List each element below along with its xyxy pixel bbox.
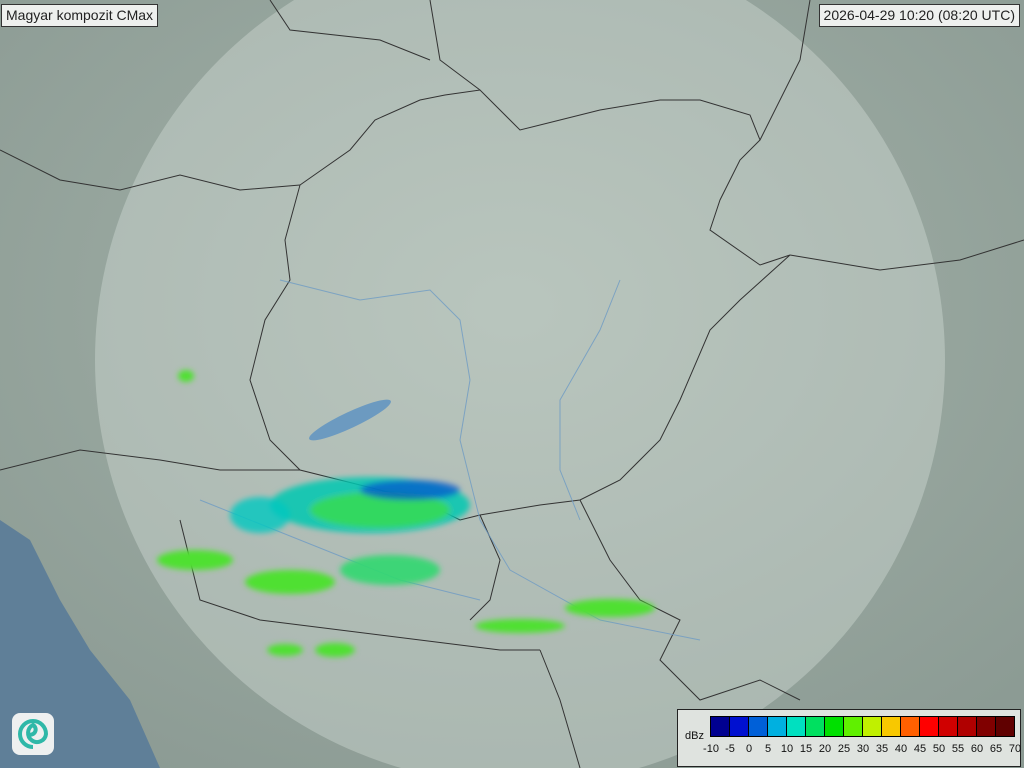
legend-swatch [920,717,939,736]
legend-swatch [711,717,730,736]
legend-tick-label: 55 [951,743,965,755]
legend-swatch [730,717,749,736]
legend-tick-label: 45 [913,743,927,755]
legend-swatch [825,717,844,736]
legend-color-bar [710,716,1015,737]
lake-balaton [309,399,391,441]
legend-tick-label: 30 [856,743,870,755]
legend-swatch [996,717,1014,736]
radar-coverage-area [95,0,945,768]
legend-tick-label: 15 [799,743,813,755]
legend-tick-label: 65 [989,743,1003,755]
legend-swatch [844,717,863,736]
legend-tick-label: 5 [764,743,772,755]
adriatic-sea [0,520,160,768]
legend-swatch [787,717,806,736]
legend-tick-label: 20 [818,743,832,755]
swirl-logo-icon [12,713,54,755]
legend-tick-label: 50 [932,743,946,755]
legend-swatch [901,717,920,736]
precipitation-echoes [157,370,655,657]
legend-tick-label: 60 [970,743,984,755]
legend-swatch [882,717,901,736]
dbz-legend: dBz -10 -5 0 5 10 15 20 25 30 35 40 45 50 55 60 65 70 [677,709,1021,767]
legend-swatch [977,717,996,736]
map-title: Magyar kompozit CMax [1,4,159,27]
legend-tick-label: 40 [894,743,908,755]
legend-swatch [749,717,768,736]
legend-swatch [958,717,977,736]
legend-tick-label: -10 [703,743,719,755]
legend-swatch [768,717,787,736]
legend-unit: dBz [685,730,704,742]
legend-swatch [806,717,825,736]
legend-tick-label: -5 [725,743,735,755]
legend-tick-label: 70 [1008,743,1022,755]
legend-swatch [863,717,882,736]
legend-tick-label: 35 [875,743,889,755]
legend-tick-label: 0 [745,743,753,755]
timestamp: 2026-04-29 10:20 (08:20 UTC) [818,4,1020,27]
legend-tick-label: 10 [780,743,794,755]
legend-swatch [939,717,958,736]
legend-tick-label: 25 [837,743,851,755]
